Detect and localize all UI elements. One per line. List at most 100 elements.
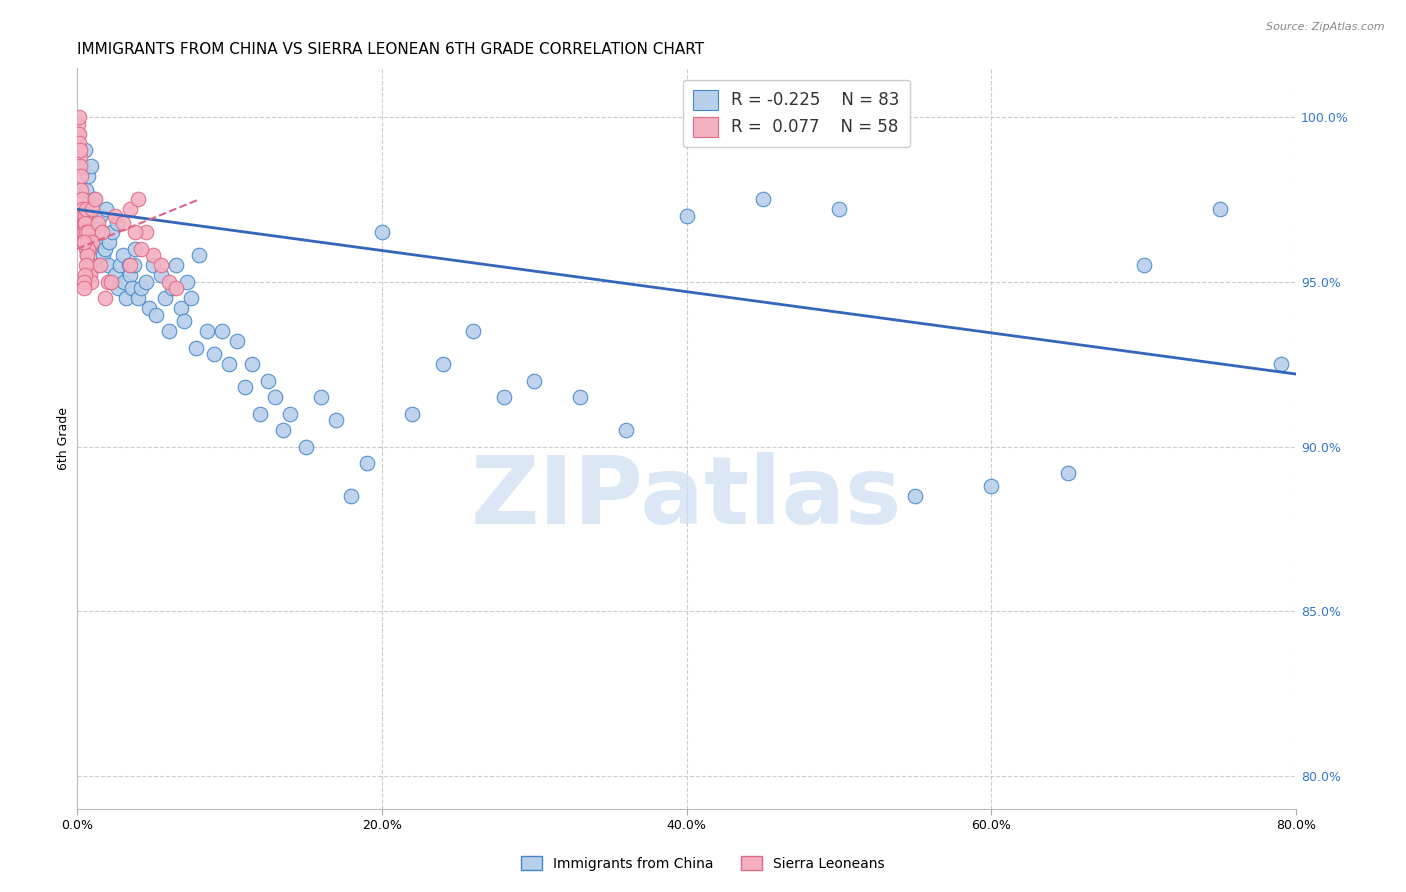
Point bbox=[121, 281, 143, 295]
Point bbox=[75, 258, 97, 272]
Point bbox=[84, 235, 107, 250]
Point bbox=[1209, 202, 1232, 217]
Text: Source: ZipAtlas.com: Source: ZipAtlas.com bbox=[1267, 22, 1385, 32]
Point bbox=[160, 281, 183, 295]
Point bbox=[75, 226, 97, 240]
Point bbox=[108, 258, 131, 272]
Point bbox=[980, 479, 1002, 493]
Point bbox=[107, 281, 129, 295]
Point bbox=[492, 390, 515, 404]
Point bbox=[211, 324, 233, 338]
Point bbox=[129, 242, 152, 256]
Point bbox=[165, 258, 187, 272]
Point bbox=[264, 390, 287, 404]
Point bbox=[70, 160, 93, 174]
Point bbox=[100, 275, 122, 289]
Point bbox=[87, 258, 110, 272]
Point bbox=[104, 209, 127, 223]
Point bbox=[249, 407, 271, 421]
Point bbox=[73, 226, 96, 240]
Point bbox=[73, 268, 96, 283]
Point bbox=[76, 169, 98, 184]
Point bbox=[87, 215, 110, 229]
Point bbox=[170, 301, 193, 315]
Point bbox=[72, 209, 94, 223]
Point bbox=[180, 291, 202, 305]
Point bbox=[675, 209, 697, 223]
Point bbox=[1056, 466, 1078, 480]
Point bbox=[904, 489, 927, 503]
Point bbox=[104, 268, 127, 283]
Point bbox=[75, 183, 97, 197]
Point bbox=[145, 308, 167, 322]
Point bbox=[73, 235, 96, 250]
Point bbox=[325, 413, 347, 427]
Point bbox=[97, 258, 120, 272]
Point bbox=[240, 357, 263, 371]
Point bbox=[188, 248, 211, 262]
Point bbox=[432, 357, 454, 371]
Point bbox=[309, 390, 332, 404]
Point bbox=[76, 226, 98, 240]
Point bbox=[157, 324, 180, 338]
Point bbox=[82, 215, 104, 229]
Point bbox=[82, 202, 104, 217]
Point bbox=[73, 281, 96, 295]
Point bbox=[135, 275, 157, 289]
Point bbox=[67, 127, 90, 141]
Point bbox=[80, 235, 103, 250]
Point bbox=[86, 215, 108, 229]
Point bbox=[118, 258, 141, 272]
Point bbox=[112, 275, 135, 289]
Point bbox=[73, 209, 96, 223]
Point bbox=[72, 215, 94, 229]
Point bbox=[256, 374, 278, 388]
Point bbox=[79, 209, 101, 223]
Point bbox=[69, 160, 91, 174]
Point bbox=[76, 248, 98, 262]
Point bbox=[127, 193, 149, 207]
Point bbox=[165, 281, 187, 295]
Point bbox=[371, 226, 394, 240]
Point bbox=[97, 275, 120, 289]
Point bbox=[122, 258, 145, 272]
Point bbox=[271, 423, 294, 437]
Text: IMMIGRANTS FROM CHINA VS SIERRA LEONEAN 6TH GRADE CORRELATION CHART: IMMIGRANTS FROM CHINA VS SIERRA LEONEAN … bbox=[77, 42, 704, 57]
Point bbox=[90, 226, 112, 240]
Point bbox=[72, 226, 94, 240]
Point bbox=[294, 440, 316, 454]
Point bbox=[79, 258, 101, 272]
Point bbox=[226, 334, 249, 348]
Point bbox=[73, 275, 96, 289]
Point bbox=[90, 226, 112, 240]
Point bbox=[138, 301, 160, 315]
Point bbox=[568, 390, 591, 404]
Point bbox=[93, 291, 115, 305]
Point bbox=[101, 226, 124, 240]
Point bbox=[79, 268, 101, 283]
Point bbox=[69, 143, 91, 157]
Point bbox=[115, 291, 138, 305]
Point bbox=[173, 314, 195, 328]
Point bbox=[120, 258, 142, 272]
Point bbox=[77, 242, 100, 256]
Point bbox=[149, 268, 172, 283]
Point bbox=[80, 275, 103, 289]
Point bbox=[155, 291, 177, 305]
Point bbox=[72, 215, 94, 229]
Point bbox=[80, 160, 103, 174]
Text: ZIPatlas: ZIPatlas bbox=[471, 451, 903, 543]
Point bbox=[75, 242, 97, 256]
Point bbox=[70, 193, 93, 207]
Point bbox=[463, 324, 485, 338]
Point bbox=[218, 357, 240, 371]
Point bbox=[356, 456, 378, 470]
Point bbox=[111, 215, 134, 229]
Point bbox=[157, 275, 180, 289]
Point bbox=[176, 275, 198, 289]
Point bbox=[73, 215, 96, 229]
Point bbox=[124, 226, 146, 240]
Point bbox=[614, 423, 637, 437]
Point bbox=[135, 226, 157, 240]
Point bbox=[1270, 357, 1292, 371]
